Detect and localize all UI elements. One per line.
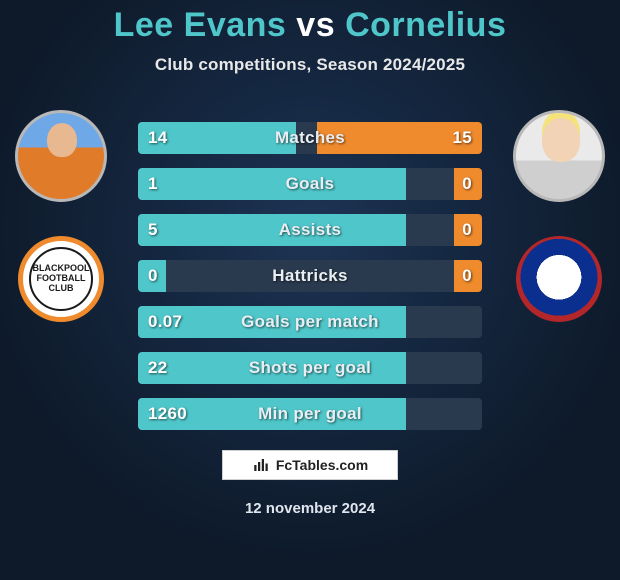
stat-label: Hattricks (138, 260, 482, 292)
stat-label: Goals per match (138, 306, 482, 338)
right-player-column (504, 110, 614, 322)
stat-label: Goals (138, 168, 482, 200)
vs-label: vs (296, 6, 335, 44)
player2-name: Cornelius (345, 6, 506, 44)
stat-label: Matches (138, 122, 482, 154)
player1-name: Lee Evans (114, 6, 287, 44)
stat-row: 22Shots per goal (138, 352, 482, 384)
player1-avatar (15, 110, 107, 202)
watermark-text: FcTables.com (276, 457, 368, 473)
stat-row: 1260Min per goal (138, 398, 482, 430)
watermark: FcTables.com (222, 450, 398, 480)
left-player-column: BLACKPOOL FOOTBALL CLUB (6, 110, 116, 322)
chart-icon (252, 456, 270, 474)
player2-avatar (513, 110, 605, 202)
player1-club-label: BLACKPOOL FOOTBALL CLUB (23, 264, 99, 294)
stat-label: Shots per goal (138, 352, 482, 384)
stats-table: 1415Matches 10Goals 50Assists 00Hattricks 0.… (138, 122, 482, 430)
stat-row: 00Hattricks (138, 260, 482, 292)
comparison-title: Lee Evans vs Cornelius (0, 0, 620, 45)
date-label: 12 november 2024 (0, 500, 620, 517)
stat-row: 0.07Goals per match (138, 306, 482, 338)
stat-row: 10Goals (138, 168, 482, 200)
player2-club-badge (516, 236, 602, 322)
subtitle: Club competitions, Season 2024/2025 (0, 55, 620, 75)
stat-label: Assists (138, 214, 482, 246)
stat-row: 1415Matches (138, 122, 482, 154)
player1-club-badge: BLACKPOOL FOOTBALL CLUB (18, 236, 104, 322)
stat-row: 50Assists (138, 214, 482, 246)
stat-label: Min per goal (138, 398, 482, 430)
